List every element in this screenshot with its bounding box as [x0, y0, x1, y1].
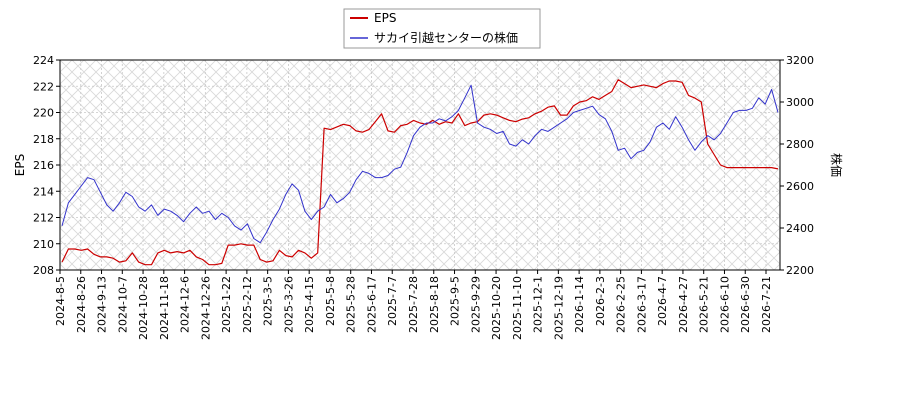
x-tick-label: 2026-1-14 [573, 276, 586, 333]
left-tick-label: 222 [33, 80, 54, 93]
legend-label-price: サカイ引越センターの株価 [374, 30, 518, 45]
x-axis-ticks: 2024-8-5 2024-8-26 2024-9-13 2024-10-7 2024-… [54, 270, 773, 340]
right-tick-label: 3000 [786, 96, 814, 109]
x-tick-label: 2025-11-10 [511, 276, 524, 340]
x-tick-label: 2025-3-5 [262, 276, 275, 326]
x-tick-label: 2024-10-28 [137, 276, 150, 340]
x-tick-label: 2025-9-5 [449, 276, 462, 326]
x-tick-label: 2024-8-5 [54, 276, 67, 326]
x-tick-label: 2026-3-17 [635, 276, 648, 333]
right-axis-label: 株価 [829, 153, 844, 177]
left-tick-label: 224 [33, 54, 54, 67]
x-tick-label: 2026-4-27 [677, 276, 690, 333]
left-tick-label: 210 [33, 238, 54, 251]
right-tick-label: 3200 [786, 54, 814, 67]
legend: EPS サカイ引越センターの株価 [343, 8, 541, 49]
x-tick-label: 2024-12-6 [179, 276, 192, 333]
x-tick-label: 2026-5-21 [698, 276, 711, 333]
right-axis-ticks: 2200 2400 2600 2800 3000 3200 [780, 54, 814, 277]
x-tick-label: 2025-8-18 [428, 276, 441, 333]
x-tick-label: 2025-12-19 [552, 276, 565, 340]
x-tick-label: 2024-8-26 [75, 276, 88, 333]
legend-box [343, 8, 541, 49]
left-tick-label: 216 [33, 159, 54, 172]
x-tick-label: 2025-5-8 [324, 276, 337, 326]
x-tick-label: 2025-10-20 [490, 276, 503, 340]
legend-label-eps: EPS [374, 11, 396, 25]
left-axis-ticks: 208 210 212 214 216 218 220 222 224 [33, 54, 60, 277]
x-tick-label: 2025-2-12 [241, 276, 254, 333]
x-tick-label: 2025-7-7 [386, 276, 399, 326]
x-tick-label: 2026-2-25 [615, 276, 628, 333]
x-tick-label: 2025-3-26 [282, 276, 295, 333]
x-tick-label: 2026-4-7 [656, 276, 669, 326]
x-tick-label: 2026-6-30 [739, 276, 752, 333]
left-tick-label: 208 [33, 264, 54, 277]
left-tick-label: 218 [33, 133, 54, 146]
x-tick-label: 2025-7-28 [407, 276, 420, 333]
x-tick-label: 2025-1-22 [220, 276, 233, 333]
x-tick-label: 2026-6-10 [718, 276, 731, 333]
x-tick-label: 2024-10-7 [116, 276, 129, 333]
right-tick-label: 2800 [786, 138, 814, 151]
x-tick-label: 2024-9-13 [96, 276, 109, 333]
left-axis-label: EPS [13, 154, 27, 176]
series-layer [61, 79, 779, 266]
x-tick-label: 2026-7-21 [760, 276, 773, 333]
right-tick-label: 2400 [786, 222, 814, 235]
left-tick-label: 212 [33, 212, 54, 225]
x-tick-label: 2025-9-29 [469, 276, 482, 333]
eps-line [61, 79, 779, 266]
stock-price-line [61, 84, 779, 244]
left-tick-label: 214 [33, 185, 54, 198]
x-tick-label: 2025-6-17 [365, 276, 378, 333]
x-tick-label: 2025-5-28 [345, 276, 358, 333]
x-tick-label: 2025-4-15 [303, 276, 316, 333]
x-tick-label: 2026-2-3 [594, 276, 607, 326]
x-tick-label: 2024-12-26 [199, 276, 212, 340]
left-tick-label: 220 [33, 107, 54, 120]
right-tick-label: 2200 [786, 264, 814, 277]
x-tick-label: 2024-11-18 [158, 276, 171, 340]
right-tick-label: 2600 [786, 180, 814, 193]
x-tick-label: 2025-12-1 [532, 276, 545, 333]
